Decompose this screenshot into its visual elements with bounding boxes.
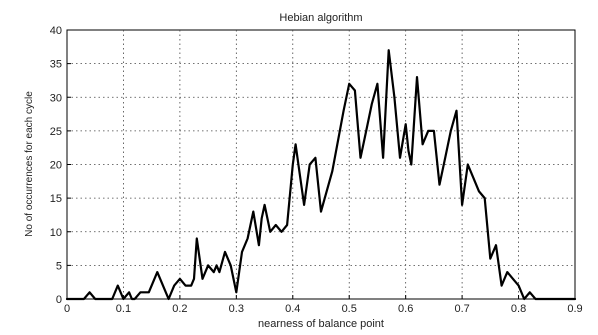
y-tick-label: 0	[56, 294, 62, 306]
x-tick-label: 0.1	[116, 303, 131, 315]
y-tick-label: 35	[50, 59, 62, 71]
y-axis-label: No of occurrences for each cycle	[24, 91, 35, 237]
y-tick-label: 20	[50, 160, 62, 172]
y-axis-ticks: 0 5 10 15 20 25 30 35 40	[50, 25, 71, 306]
x-tick-label: 0.5	[342, 303, 357, 315]
x-tick-label: 0.2	[172, 303, 187, 315]
chart-title: Hebian algorithm	[279, 12, 362, 24]
y-tick-label: 10	[50, 227, 62, 239]
y-tick-label: 30	[50, 92, 62, 104]
x-axis-ticks: 0 0.1 0.2 0.3 0.4 0.5 0.6 0.7 0.8 0.9	[64, 295, 583, 315]
y-tick-label: 25	[50, 126, 62, 138]
y-tick-label: 40	[50, 25, 62, 37]
grid-lines	[67, 30, 575, 299]
x-tick-label: 0.4	[285, 303, 300, 315]
x-tick-label: 0.7	[454, 303, 469, 315]
y-tick-label: 15	[50, 193, 62, 205]
x-tick-label: 0.6	[398, 303, 413, 315]
x-tick-label: 0.8	[511, 303, 526, 315]
x-tick-label: 0.9	[567, 303, 582, 315]
x-tick-label: 0	[64, 303, 70, 315]
y-tick-label: 5	[56, 260, 62, 272]
x-axis-label: nearness of balance point	[258, 318, 384, 330]
series-line	[65, 49, 577, 301]
x-tick-label: 0.3	[229, 303, 244, 315]
